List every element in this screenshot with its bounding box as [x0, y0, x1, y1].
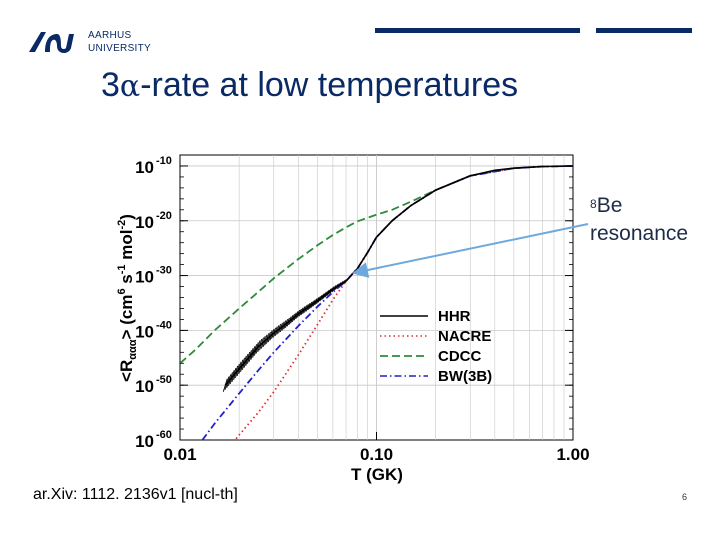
legend-label-hhr: HHR: [438, 308, 471, 325]
title-suffix: -rate at low temperatures: [140, 66, 519, 104]
annotation-label: resonance: [590, 222, 689, 245]
annotation-element: Be: [596, 194, 623, 217]
grid-lines: [180, 155, 573, 440]
legend: HHR NACRE CDCC BW(3B): [380, 308, 492, 385]
x-axis-label: T (GK): [351, 465, 403, 484]
y-tick-exponent: -40: [156, 319, 172, 331]
y-tick-label: 10: [135, 158, 154, 177]
slide-title: 3α-rate at low temperatures: [101, 66, 518, 105]
y-tick-label: 10: [135, 377, 154, 396]
legend-label-nacre: NACRE: [438, 328, 491, 345]
legend-label-cdcc: CDCC: [438, 348, 481, 365]
x-tick-label: 0.10: [360, 445, 393, 464]
y-tick-label: 10: [135, 268, 154, 287]
aarhus-logo-icon: [29, 32, 74, 54]
title-prefix: 3: [101, 66, 120, 104]
university-name: AARHUS UNIVERSITY: [88, 29, 151, 55]
y-tick-label: 10: [135, 322, 154, 341]
x-tick-label: 1.00: [556, 445, 589, 464]
title-alpha-symbol: α: [119, 69, 141, 104]
y-tick-exponent: -60: [156, 429, 172, 441]
page-number: 6: [682, 492, 688, 502]
hhr-band-hatch: [222, 378, 228, 392]
y-tick-label: 10: [135, 432, 154, 451]
be8-resonance-annotation: 8Be resonance: [590, 192, 688, 248]
x-tick-label: 0.01: [163, 445, 196, 464]
arxiv-reference[interactable]: ar.Xiv: 1112. 2136v1 [nucl-th]: [33, 486, 238, 503]
annotation-mass-number: 8: [590, 197, 597, 211]
y-tick-exponent: -50: [156, 374, 172, 386]
y-tick-exponent: -10: [156, 155, 172, 167]
series-line-bw3b: [201, 165, 573, 440]
series-line-nacre: [233, 165, 573, 440]
university-line-2: UNIVERSITY: [88, 43, 152, 54]
header-bar-long: [375, 28, 580, 33]
header-bar-short: [596, 28, 692, 33]
y-axis-label: <Rααα> (cm6 s-1 mol-2): [116, 214, 139, 382]
university-line-1: AARHUS: [88, 30, 132, 41]
legend-label-bw3b: BW(3B): [438, 368, 492, 385]
y-tick-exponent: -20: [156, 210, 172, 222]
y-tick-label: 10: [135, 213, 154, 232]
y-tick-exponent: -30: [156, 265, 172, 277]
